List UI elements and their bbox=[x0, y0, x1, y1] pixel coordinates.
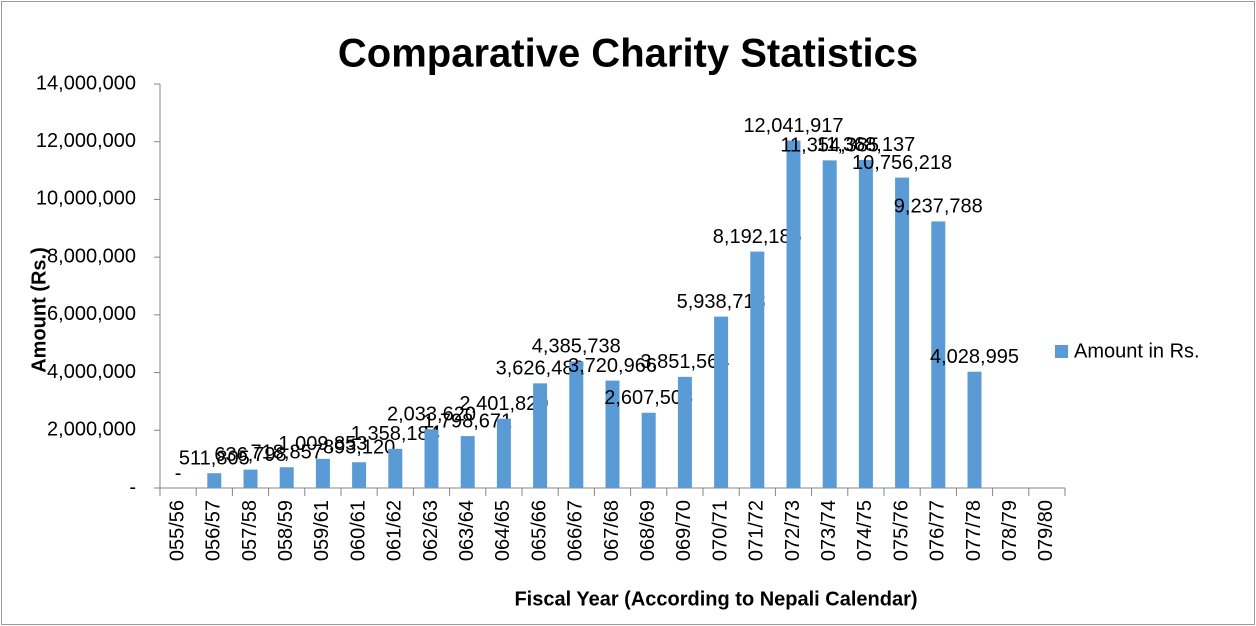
bar bbox=[243, 469, 258, 488]
bar bbox=[315, 458, 330, 488]
data-label: 1,009,853 bbox=[278, 433, 367, 455]
y-tick-label: 2,000,000 bbox=[47, 419, 136, 441]
data-label: 8,192,186 bbox=[713, 226, 802, 248]
bar bbox=[533, 383, 548, 488]
x-tick-label: 061/62 bbox=[384, 500, 406, 561]
x-tick-label: 068/69 bbox=[637, 500, 659, 561]
data-label: 9,237,788 bbox=[894, 196, 983, 218]
data-label: 2,401,820 bbox=[459, 393, 548, 415]
x-tick-label: 057/58 bbox=[239, 500, 261, 561]
data-label: 511,805 bbox=[179, 448, 250, 470]
data-label: 718,857 bbox=[251, 442, 323, 464]
bar bbox=[352, 462, 367, 488]
data-label: 5,938,713 bbox=[677, 291, 766, 313]
x-tick-label: 066/67 bbox=[565, 500, 587, 561]
y-tick-label: 4,000,000 bbox=[47, 361, 136, 383]
y-tick-label: 10,000,000 bbox=[36, 188, 136, 210]
data-label: 1,798,671 bbox=[423, 410, 512, 432]
data-label: 11,368,137 bbox=[817, 134, 916, 156]
bar bbox=[388, 448, 403, 488]
bar bbox=[569, 361, 584, 488]
bar bbox=[750, 251, 765, 488]
x-tick-label: 065/66 bbox=[528, 500, 550, 561]
y-tick-label: 8,000,000 bbox=[47, 245, 136, 267]
data-label: 3,851,564 bbox=[640, 351, 729, 373]
bar bbox=[605, 380, 620, 488]
bar bbox=[279, 467, 294, 488]
data-label: 3,720,966 bbox=[568, 355, 657, 377]
x-tick-label: 056/57 bbox=[203, 500, 225, 561]
x-tick-label: 059/61 bbox=[311, 500, 333, 561]
data-label: 11,354,385 bbox=[780, 135, 879, 157]
bar bbox=[424, 429, 439, 488]
y-tick-label: 6,000,000 bbox=[47, 303, 136, 325]
y-tick-label: 12,000,000 bbox=[36, 130, 136, 152]
bar bbox=[714, 316, 729, 488]
bar bbox=[207, 473, 222, 488]
bar bbox=[858, 159, 873, 488]
x-tick-label: 067/68 bbox=[601, 500, 623, 561]
y-tick-label: - bbox=[129, 476, 136, 498]
x-tick-label: 064/65 bbox=[492, 500, 514, 561]
x-tick-label: 076/77 bbox=[927, 500, 949, 561]
legend-label: Amount in Rs. bbox=[1074, 340, 1200, 362]
bar bbox=[967, 371, 982, 488]
bar bbox=[895, 177, 910, 489]
x-tick-label: 078/79 bbox=[999, 500, 1021, 561]
data-label: 893,120 bbox=[323, 437, 395, 459]
data-label: 12,041,917 bbox=[743, 115, 843, 137]
x-tick-label: 072/73 bbox=[782, 500, 804, 561]
data-label: 3,626,482 bbox=[496, 358, 585, 380]
x-tick-label: 062/63 bbox=[420, 500, 442, 561]
bar bbox=[677, 376, 692, 488]
chart-title: Comparative Charity Statistics bbox=[338, 32, 918, 76]
legend-swatch bbox=[1055, 345, 1068, 358]
x-tick-label: 073/74 bbox=[818, 500, 840, 561]
x-tick-label: 058/59 bbox=[275, 500, 297, 561]
x-tick-label: 070/71 bbox=[709, 500, 731, 561]
data-label: 10,756,218 bbox=[852, 152, 952, 174]
data-label: 4,385,738 bbox=[532, 336, 621, 358]
bar bbox=[641, 412, 656, 488]
x-tick-label: 077/78 bbox=[963, 500, 985, 561]
data-label: 636,798 bbox=[214, 444, 286, 466]
y-axis-title: Amount (Rs.) bbox=[28, 247, 50, 373]
x-axis-title: Fiscal Year (According to Nepali Calenda… bbox=[514, 588, 917, 610]
y-tick-label: 14,000,000 bbox=[36, 72, 136, 94]
data-label: 2,607,508 bbox=[604, 387, 693, 409]
bar bbox=[786, 140, 801, 488]
data-label: - bbox=[175, 462, 182, 484]
bar bbox=[931, 221, 946, 488]
data-label: 4,028,995 bbox=[930, 346, 1019, 368]
x-tick-label: 069/70 bbox=[673, 500, 695, 561]
data-label: 1,358,184 bbox=[351, 423, 440, 445]
bar bbox=[460, 436, 475, 488]
x-tick-label: 071/72 bbox=[746, 500, 768, 561]
x-tick-label: 055/56 bbox=[166, 500, 188, 561]
x-tick-label: 075/76 bbox=[890, 500, 912, 561]
data-label: 2,033,620 bbox=[387, 404, 476, 426]
x-tick-label: 063/64 bbox=[456, 500, 478, 561]
x-tick-label: 060/61 bbox=[347, 500, 369, 561]
bar bbox=[496, 418, 511, 488]
x-tick-label: 079/80 bbox=[1035, 500, 1057, 561]
bar bbox=[822, 160, 837, 488]
x-tick-label: 074/75 bbox=[854, 500, 876, 561]
